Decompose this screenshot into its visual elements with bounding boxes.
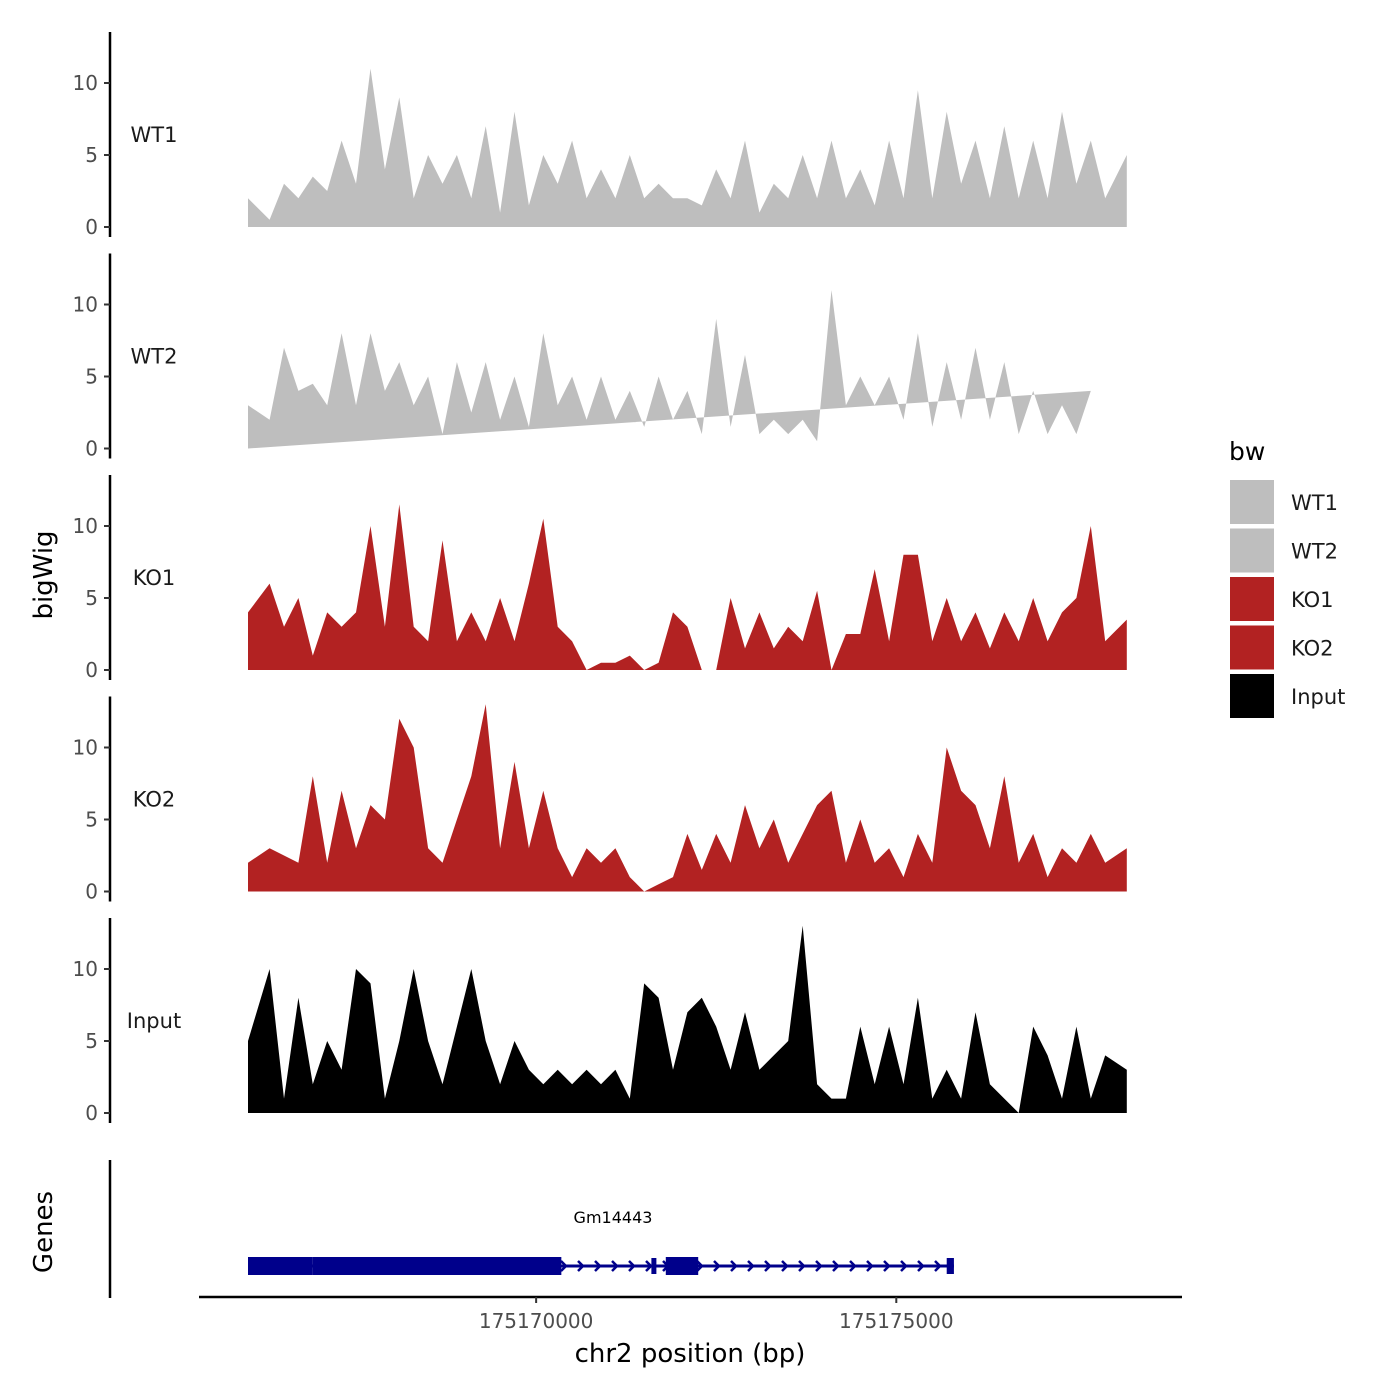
strand-arrow	[560, 1260, 568, 1272]
track-wt1: 0 5 10 WT1	[73, 32, 1127, 239]
strand-arrow	[866, 1260, 874, 1272]
x-tick-label: 175170000	[479, 1309, 594, 1333]
gene-exon	[248, 1257, 313, 1275]
y-tick-label: 0	[85, 437, 98, 461]
y-tick-label: 0	[85, 1101, 98, 1125]
strand-arrow	[713, 1260, 721, 1272]
signal-area-wt2	[248, 290, 1091, 449]
strand-arrow	[611, 1260, 619, 1272]
strand-arrow	[645, 1260, 653, 1272]
strand-arrow	[730, 1260, 738, 1272]
strand-arrow	[798, 1260, 806, 1272]
legend-item-ko2: KO2	[1230, 625, 1334, 670]
genes-axis-title: Genes	[29, 1191, 59, 1273]
y-tick-label: 0	[85, 880, 98, 904]
signal-area-input	[248, 925, 1127, 1113]
y-tick-label: 10	[73, 736, 98, 760]
legend-swatch	[1230, 577, 1274, 621]
strand-arrow	[900, 1260, 908, 1272]
strand-arrow	[849, 1260, 857, 1272]
gene-model: Gm14443	[248, 1208, 954, 1275]
y-tick-label: 10	[73, 514, 98, 538]
legend-label: WT2	[1291, 540, 1338, 564]
strand-arrow	[594, 1260, 602, 1272]
track-ko1: 0 5 10 KO1	[73, 475, 1127, 682]
legend-swatch	[1230, 674, 1274, 718]
gene-exon	[946, 1258, 954, 1274]
track-label: KO2	[133, 788, 176, 812]
y-tick-label: 0	[85, 658, 98, 682]
gene-exon	[312, 1257, 562, 1275]
strand-arrow	[628, 1260, 636, 1272]
legend-label: KO1	[1291, 588, 1334, 612]
track-label: Input	[127, 1009, 181, 1033]
y-tick-label: 5	[85, 1029, 98, 1053]
y-tick-label: 10	[73, 293, 98, 317]
gene-exon	[651, 1258, 657, 1274]
legend-swatch	[1230, 528, 1274, 573]
legend: bw WT1 WT2 KO1 KO2 Input	[1229, 437, 1345, 718]
strand-arrow	[934, 1260, 942, 1272]
legend-title: bw	[1229, 437, 1265, 466]
x-tick-label: 175175000	[839, 1309, 954, 1333]
y-axis-title: bigWig	[29, 530, 59, 619]
track-label: WT2	[131, 345, 178, 369]
legend-swatch	[1230, 625, 1274, 670]
legend-item-wt2: WT2	[1230, 528, 1338, 573]
y-tick-label: 5	[85, 586, 98, 610]
x-axis-title: chr2 position (bp)	[575, 1339, 806, 1369]
y-tick-label: 10	[73, 71, 98, 95]
gene-name-label: Gm14443	[574, 1208, 653, 1227]
strand-arrow	[883, 1260, 891, 1272]
y-tick-label: 0	[85, 215, 98, 239]
signal-area-wt1	[248, 68, 1127, 227]
track-input: 0 5 10 Input	[73, 918, 1127, 1125]
track-label: WT1	[131, 123, 178, 147]
track-ko2: 0 5 10 KO2	[73, 696, 1127, 904]
y-tick-label: 5	[85, 808, 98, 832]
track-label: KO1	[133, 566, 176, 590]
strand-arrow	[747, 1260, 755, 1272]
legend-label: KO2	[1291, 637, 1334, 661]
strand-arrow	[696, 1260, 704, 1272]
x-axis: 175170000 175175000	[199, 1295, 1182, 1333]
track-wt2: 0 5 10 WT2	[73, 253, 1091, 461]
legend-swatch	[1230, 480, 1274, 524]
signal-area-ko1	[248, 504, 1127, 670]
strand-arrow	[917, 1260, 925, 1272]
legend-item-input: Input	[1230, 674, 1345, 718]
legend-item-wt1: WT1	[1230, 480, 1338, 524]
y-tick-label: 5	[85, 143, 98, 167]
genes-panel: Gm14443	[108, 1160, 954, 1298]
strand-arrow	[764, 1260, 772, 1272]
strand-arrow	[781, 1260, 789, 1272]
signal-tracks: 0 5 10 WT1 0 5 10 WT2 0 5 10 KO1 0 5 10 KO2 0 5 10 Input	[73, 32, 1127, 1125]
strand-arrow	[815, 1260, 823, 1272]
signal-area-ko2	[248, 704, 1127, 892]
gene-exon	[665, 1257, 699, 1275]
legend-label: WT1	[1291, 491, 1338, 515]
legend-item-ko1: KO1	[1230, 577, 1334, 621]
y-tick-label: 5	[85, 365, 98, 389]
strand-arrow	[577, 1260, 585, 1272]
legend-label: Input	[1291, 685, 1345, 709]
strand-arrow	[832, 1260, 840, 1272]
y-tick-label: 10	[73, 957, 98, 981]
